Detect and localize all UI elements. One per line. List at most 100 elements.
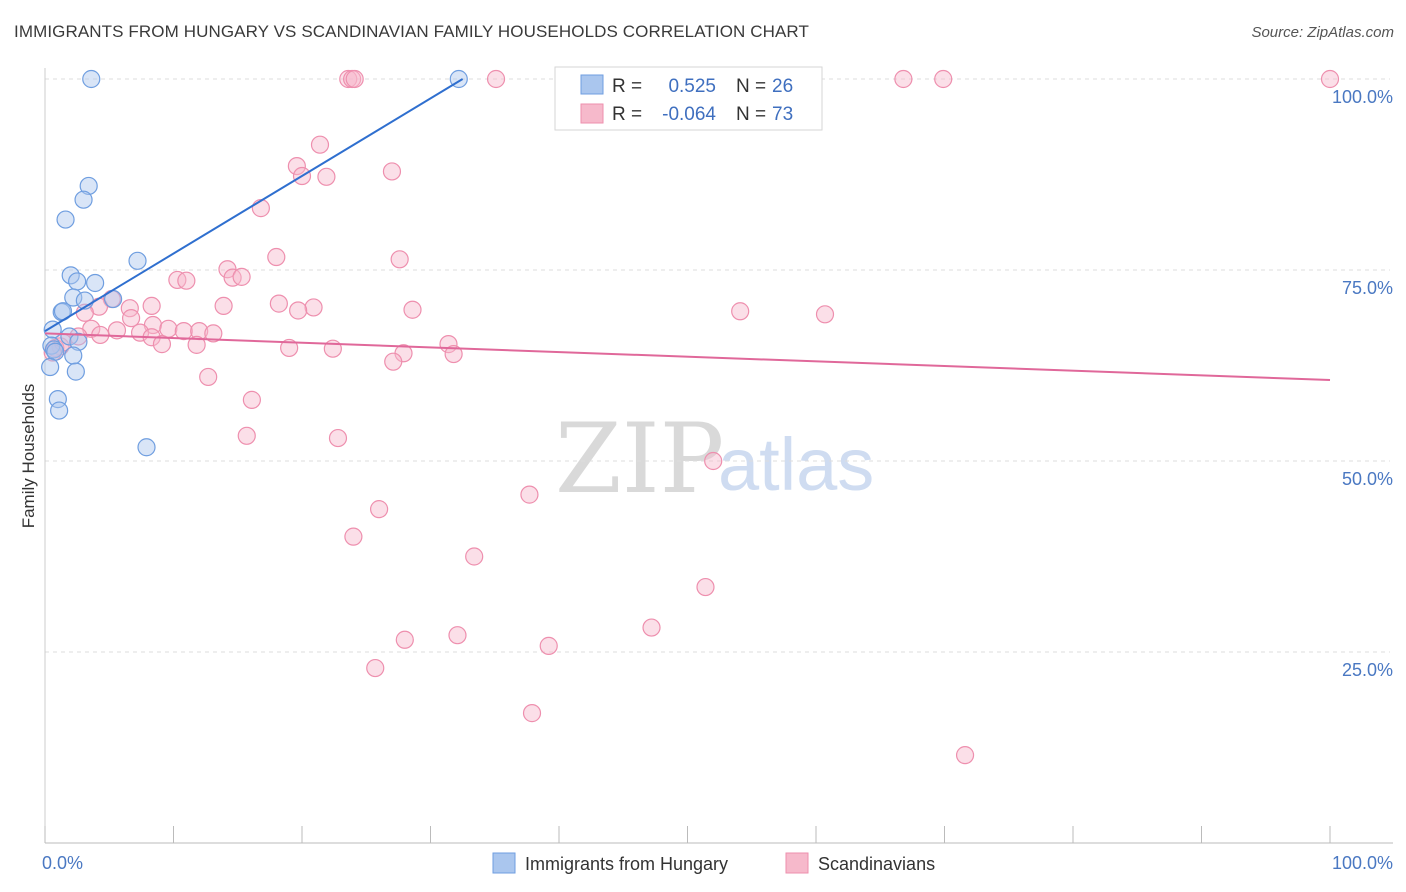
hungary-point-22 — [66, 362, 85, 381]
scandinavians-point-67 — [366, 658, 385, 678]
scandinavians-point-71 — [642, 618, 661, 637]
source-label: Source: ZipAtlas.com — [1251, 24, 1394, 41]
bottom-legend-scandinavians: Scandinavians — [818, 854, 935, 874]
scandinavians-point-59 — [731, 302, 750, 321]
scandinavians-point-55 — [199, 367, 218, 387]
scandinavians-point-35 — [159, 319, 178, 338]
scandinavians-point-44 — [152, 335, 172, 354]
x-tick-label-min: 0.0% — [42, 853, 83, 873]
bottom-legend-swatch-hungary — [492, 852, 516, 874]
bottom-legend-swatch-scandinavians — [785, 852, 809, 874]
scandinavians-trend-line — [44, 332, 1331, 382]
scandinavians-point-12 — [317, 167, 336, 186]
scandinavians-point-69 — [448, 626, 467, 645]
y-axis-label: Family Households — [19, 384, 38, 529]
y-tick-label-25: 25.0% — [1342, 660, 1393, 680]
scandinavians-point-6 — [934, 69, 953, 89]
scandinavians-point-64 — [344, 527, 363, 546]
legend-n-label-2: N = — [736, 104, 766, 125]
hungary-point-2 — [79, 176, 98, 196]
scandinavians-point-70 — [539, 636, 558, 655]
scandinavians-point-66 — [696, 577, 715, 597]
scandinavians-point-23 — [142, 296, 161, 316]
legend-r-label-2: R = — [612, 104, 642, 125]
scandinavians-point-8 — [310, 135, 330, 154]
hungary-point-20 — [64, 346, 83, 365]
scandinavians-point-68 — [395, 630, 414, 649]
hungary-point-4 — [56, 210, 75, 229]
scandinavians-point-62 — [520, 485, 539, 504]
scandinavians-point-57 — [237, 426, 256, 445]
hungary-point-0 — [82, 69, 101, 89]
watermark: ZIP atlas — [555, 403, 874, 515]
hungary-trend-line — [44, 78, 464, 332]
trend-lines — [44, 78, 1331, 382]
scandinavians-point-15 — [390, 250, 409, 269]
hungary-point-21 — [41, 357, 60, 377]
scandinavians-point-65 — [465, 547, 484, 566]
scandinavians-point-18 — [232, 267, 251, 286]
legend-n-value-2: 73 — [772, 104, 793, 125]
scandinavians-point-22 — [269, 294, 288, 313]
scandinavians-point-73 — [955, 746, 975, 765]
scandinavians-point-20 — [177, 271, 196, 290]
scandinavians-point-56 — [242, 390, 261, 409]
y-tick-label-100: 100.0% — [1332, 87, 1393, 107]
scandinavians-point-13 — [251, 199, 270, 218]
legend-n-label-1: N = — [736, 76, 766, 97]
correlation-legend: R = 0.525 N = 26 R = -0.064 N = 73 — [554, 66, 823, 131]
hungary-point-16 — [69, 332, 88, 351]
x-tick-label-max: 100.0% — [1332, 853, 1393, 873]
legend-swatch-scandinavians — [580, 103, 604, 124]
scandinavians-point-25 — [304, 298, 323, 317]
scandinavians-point-50 — [280, 338, 299, 358]
hungary-point-8 — [86, 273, 105, 293]
legend-n-value-1: 26 — [772, 76, 793, 97]
scandinavians-point-7 — [1320, 69, 1340, 89]
hungary-point-9 — [64, 288, 83, 307]
hungary-point-19 — [46, 342, 65, 361]
legend-r-value-2: -0.064 — [662, 104, 716, 125]
scandinavians-point-54 — [384, 352, 403, 371]
legend-swatch-hungary — [580, 74, 604, 95]
hungary-point-24 — [50, 401, 69, 420]
scandinavians-point-63 — [370, 500, 389, 519]
watermark-atlas: atlas — [718, 423, 874, 506]
axes: 0.0% 100.0% — [42, 68, 1393, 873]
scandinavians-point-14 — [267, 247, 286, 267]
legend-r-value-1: 0.525 — [668, 76, 716, 97]
y-tick-label-75: 75.0% — [1342, 278, 1393, 298]
bottom-legend-hungary: Immigrants from Hungary — [525, 854, 728, 874]
scandinavians-point-72 — [522, 704, 542, 723]
hungary-point-3 — [74, 190, 93, 209]
scandinavians-point-61 — [704, 451, 723, 471]
scandinavians-point-10 — [382, 162, 402, 181]
scandinavians-point-24 — [214, 296, 233, 316]
legend-r-label-1: R = — [612, 76, 642, 97]
scandinavians-point-31 — [121, 309, 141, 328]
y-tick-label-50: 50.0% — [1342, 469, 1393, 489]
scandinavians-point-28 — [403, 300, 422, 319]
hungary-point-15 — [60, 327, 79, 346]
scandinavians-point-5 — [894, 69, 913, 89]
scandinavians-point-9 — [287, 156, 306, 176]
hungary-points — [41, 69, 468, 457]
hungary-point-7 — [68, 272, 87, 291]
scandinavians-point-27 — [289, 301, 308, 320]
scandinavians-point-34 — [107, 321, 127, 340]
scandinavians-point-45 — [187, 335, 206, 354]
hungary-point-5 — [128, 251, 147, 270]
scandinavians-point-2 — [345, 69, 364, 89]
scandinavians-point-36 — [174, 322, 193, 341]
watermark-zip: ZIP — [555, 403, 724, 515]
scandinavians-point-58 — [328, 428, 348, 448]
scandinavians-point-39 — [204, 324, 223, 343]
series-legend: Immigrants from Hungary Scandinavians — [492, 852, 935, 874]
gridlines: 25.0% 50.0% 75.0% 100.0% — [45, 78, 1393, 680]
scandinavians-point-60 — [815, 305, 835, 324]
hungary-point-25 — [137, 438, 156, 457]
scandinavians-point-3 — [486, 69, 506, 89]
scandinavians-point-0 — [339, 69, 358, 89]
scandinavians-point-53 — [444, 344, 463, 364]
